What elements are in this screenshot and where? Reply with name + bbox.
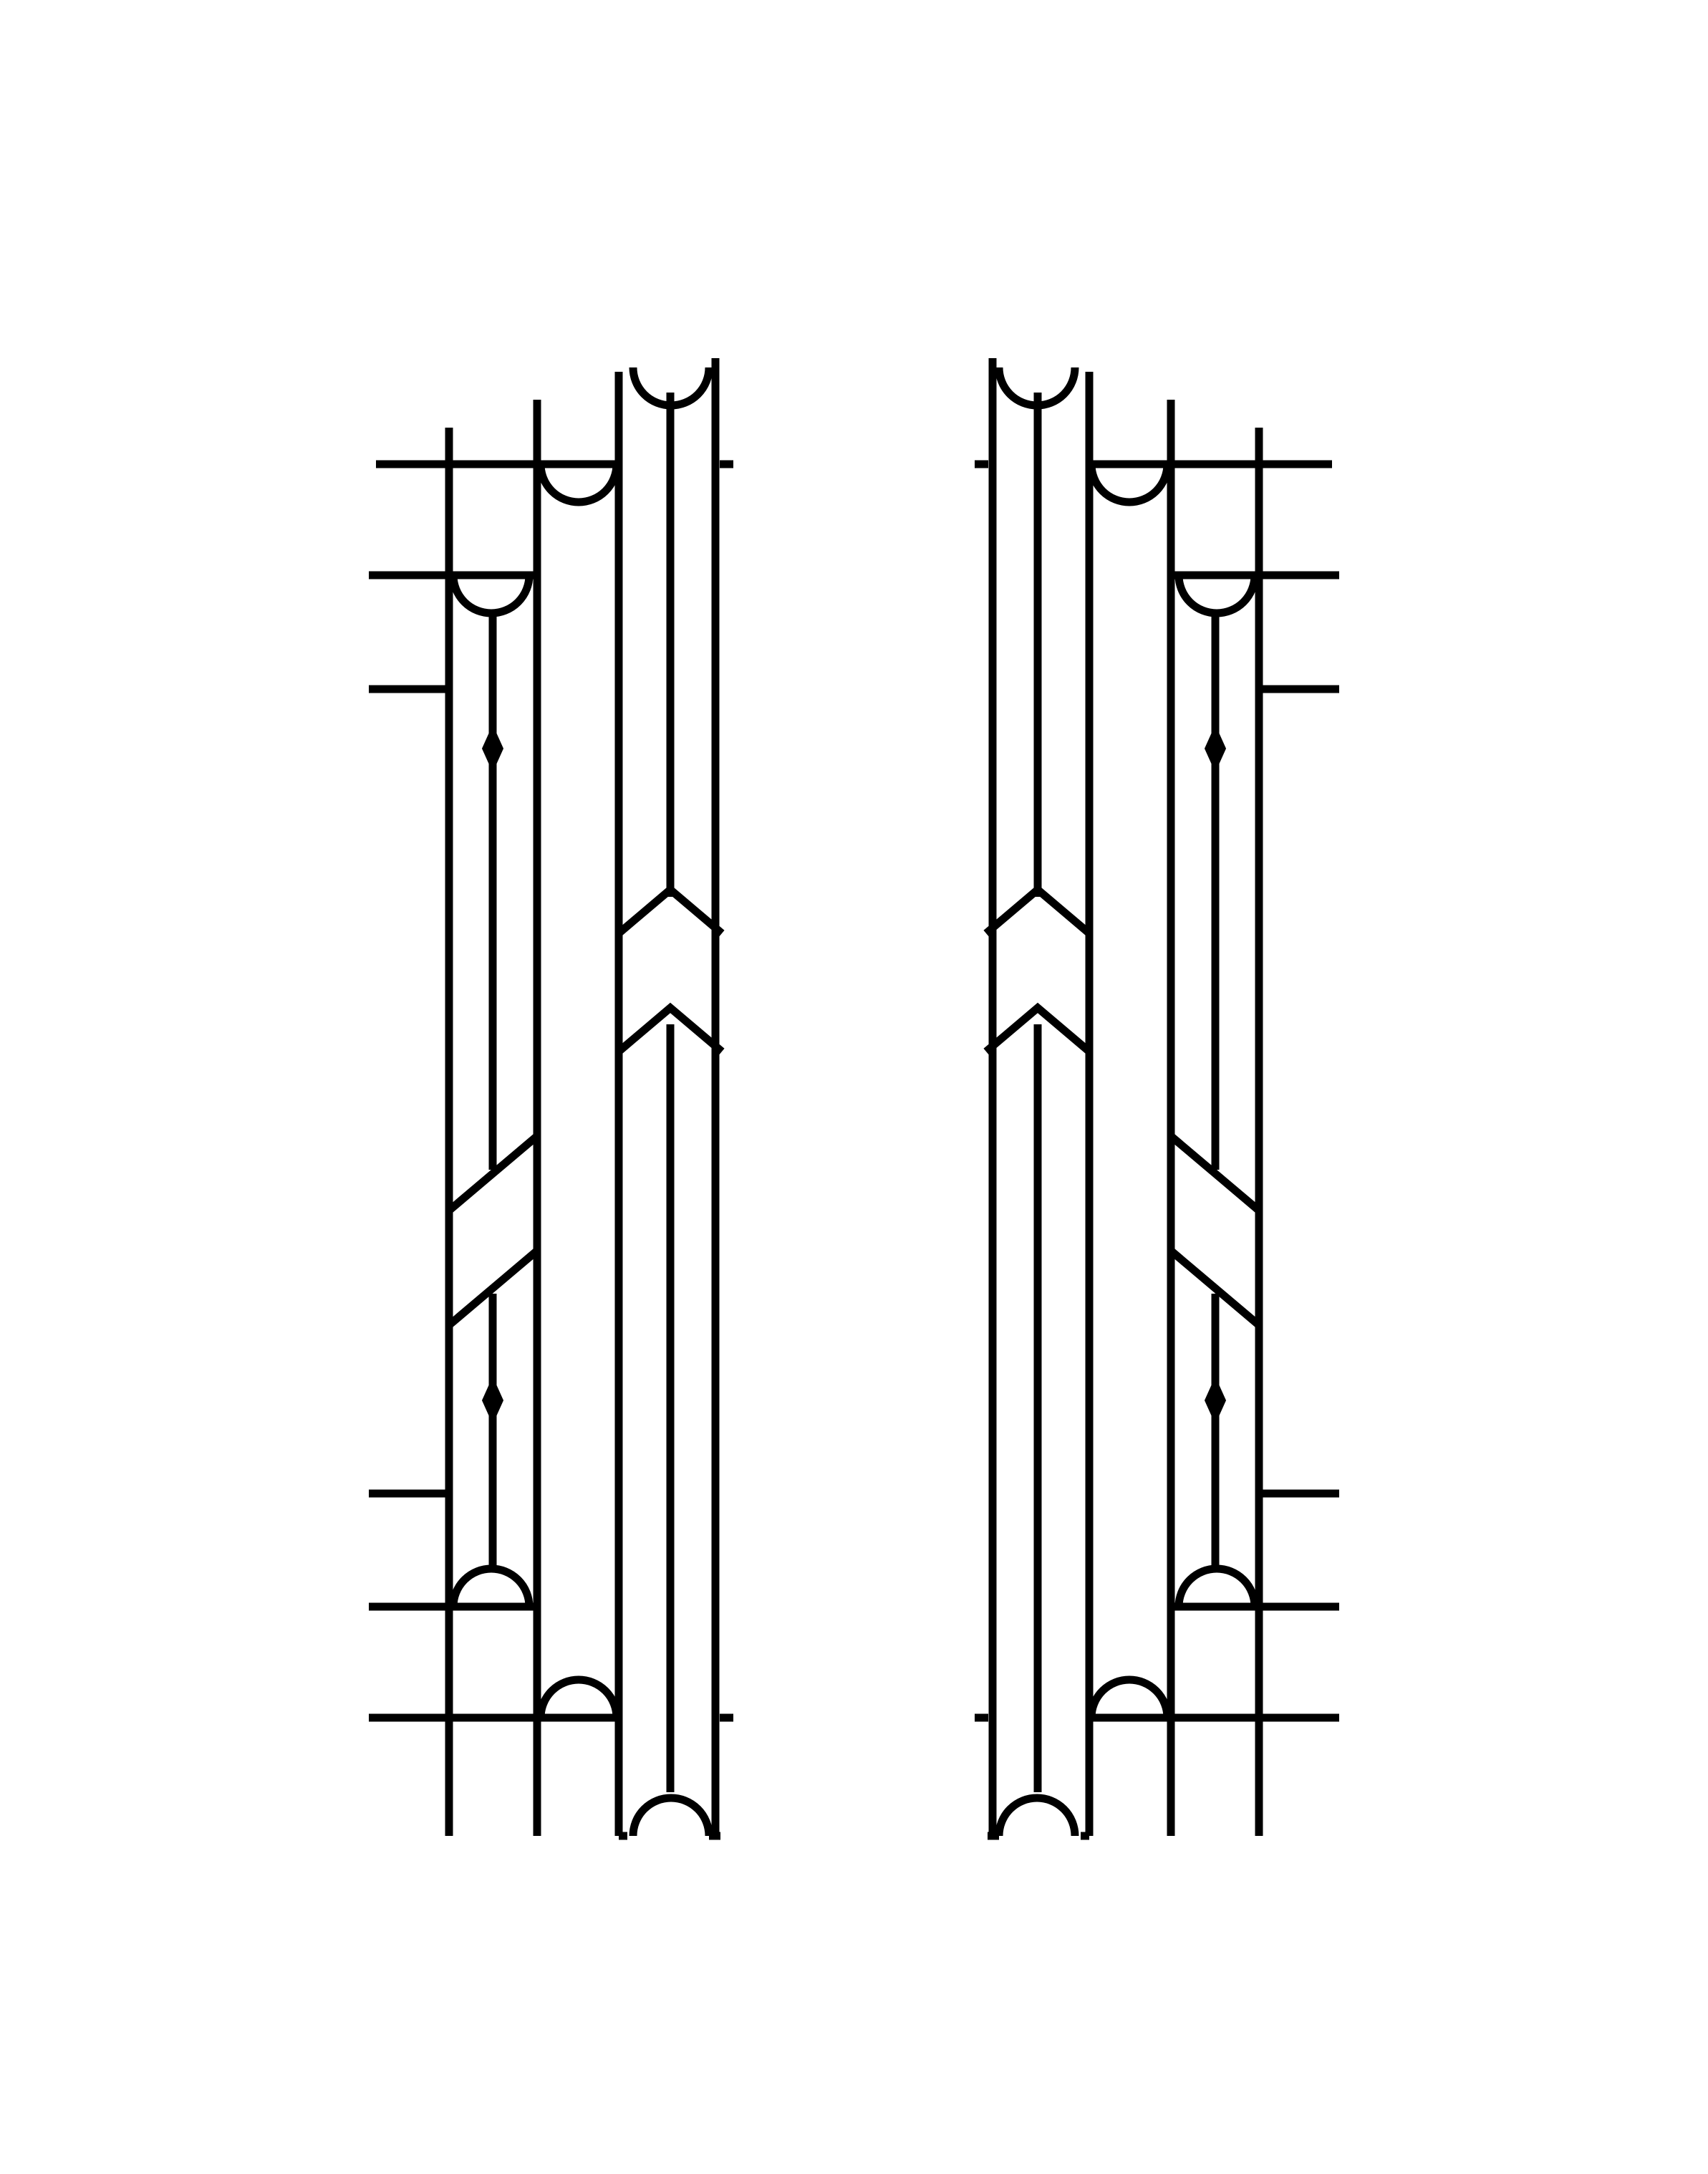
half-circle: [629, 367, 713, 410]
half-circle: [1174, 574, 1259, 617]
chevron: [983, 1002, 1092, 1055]
diamond-jewel: [1204, 724, 1227, 773]
diamond-jewel: [481, 1376, 504, 1425]
diagonal-bar: [1168, 1132, 1262, 1214]
diamond-jewel: [1204, 1376, 1227, 1425]
half-circle: [536, 463, 621, 506]
half-circle: [995, 1794, 1079, 1837]
half-circle: [1087, 1675, 1172, 1718]
diagonal-bar: [446, 1247, 540, 1329]
half-circle: [449, 574, 534, 617]
chevron: [983, 884, 1092, 937]
chevron: [616, 884, 725, 937]
chevron: [616, 1002, 725, 1055]
diamond-jewel: [481, 724, 504, 773]
left-panel: [369, 358, 733, 1840]
half-circle: [1174, 1564, 1259, 1607]
half-circle: [449, 1564, 534, 1607]
half-circle: [629, 1794, 713, 1837]
diagonal-bar: [446, 1132, 540, 1214]
right-panel: [975, 358, 1339, 1840]
half-circle: [995, 367, 1079, 410]
half-circle: [1087, 463, 1172, 506]
half-circle: [536, 1675, 621, 1718]
diagonal-bar: [1168, 1247, 1262, 1329]
